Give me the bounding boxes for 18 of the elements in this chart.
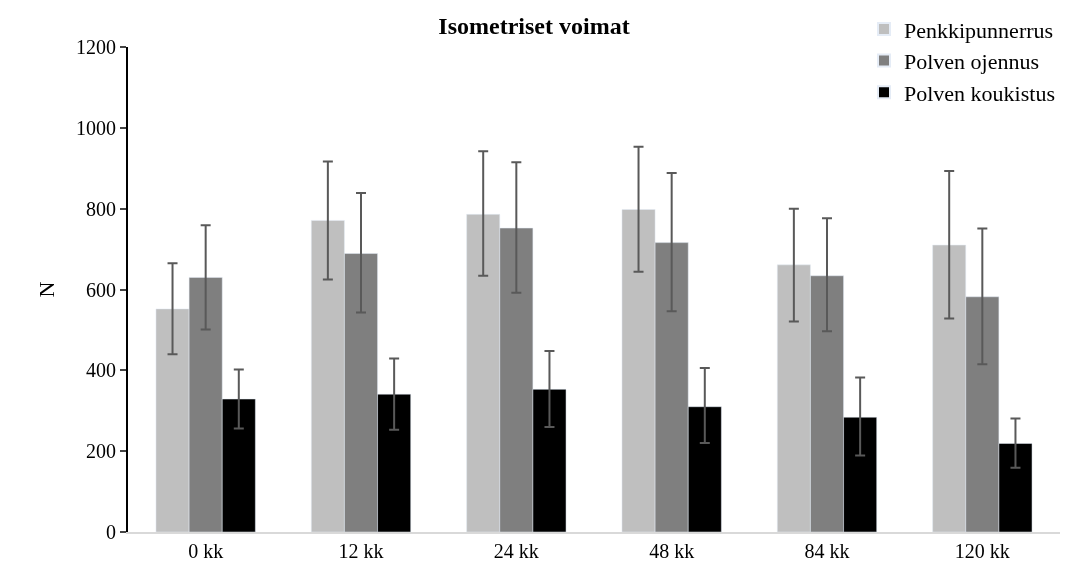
x-tick-label: 0 kk [188, 540, 224, 562]
y-tick-label: 400 [86, 359, 116, 382]
legend-label: Polven koukistus [904, 80, 1055, 106]
y-tick-label: 800 [86, 197, 116, 220]
legend-label: Penkkipunnerrus [904, 17, 1054, 43]
y-tick-label: 600 [86, 278, 116, 301]
y-tick-label: 1000 [76, 116, 116, 139]
x-tick-label: 120 kk [954, 540, 1010, 562]
y-tick-label: 200 [86, 440, 116, 463]
x-tick-label: 48 kk [649, 540, 695, 562]
chart-title: Isometriset voimat [438, 13, 630, 40]
legend-label: Polven ojennus [904, 49, 1040, 75]
y-tick-label: 0 [106, 521, 116, 543]
y-axis-title: N [34, 281, 60, 298]
y-tick-label: 1200 [76, 36, 116, 58]
x-tick-label: 84 kk [804, 540, 850, 562]
x-tick-label: 12 kk [338, 540, 384, 562]
x-tick-label: 24 kk [493, 540, 539, 562]
